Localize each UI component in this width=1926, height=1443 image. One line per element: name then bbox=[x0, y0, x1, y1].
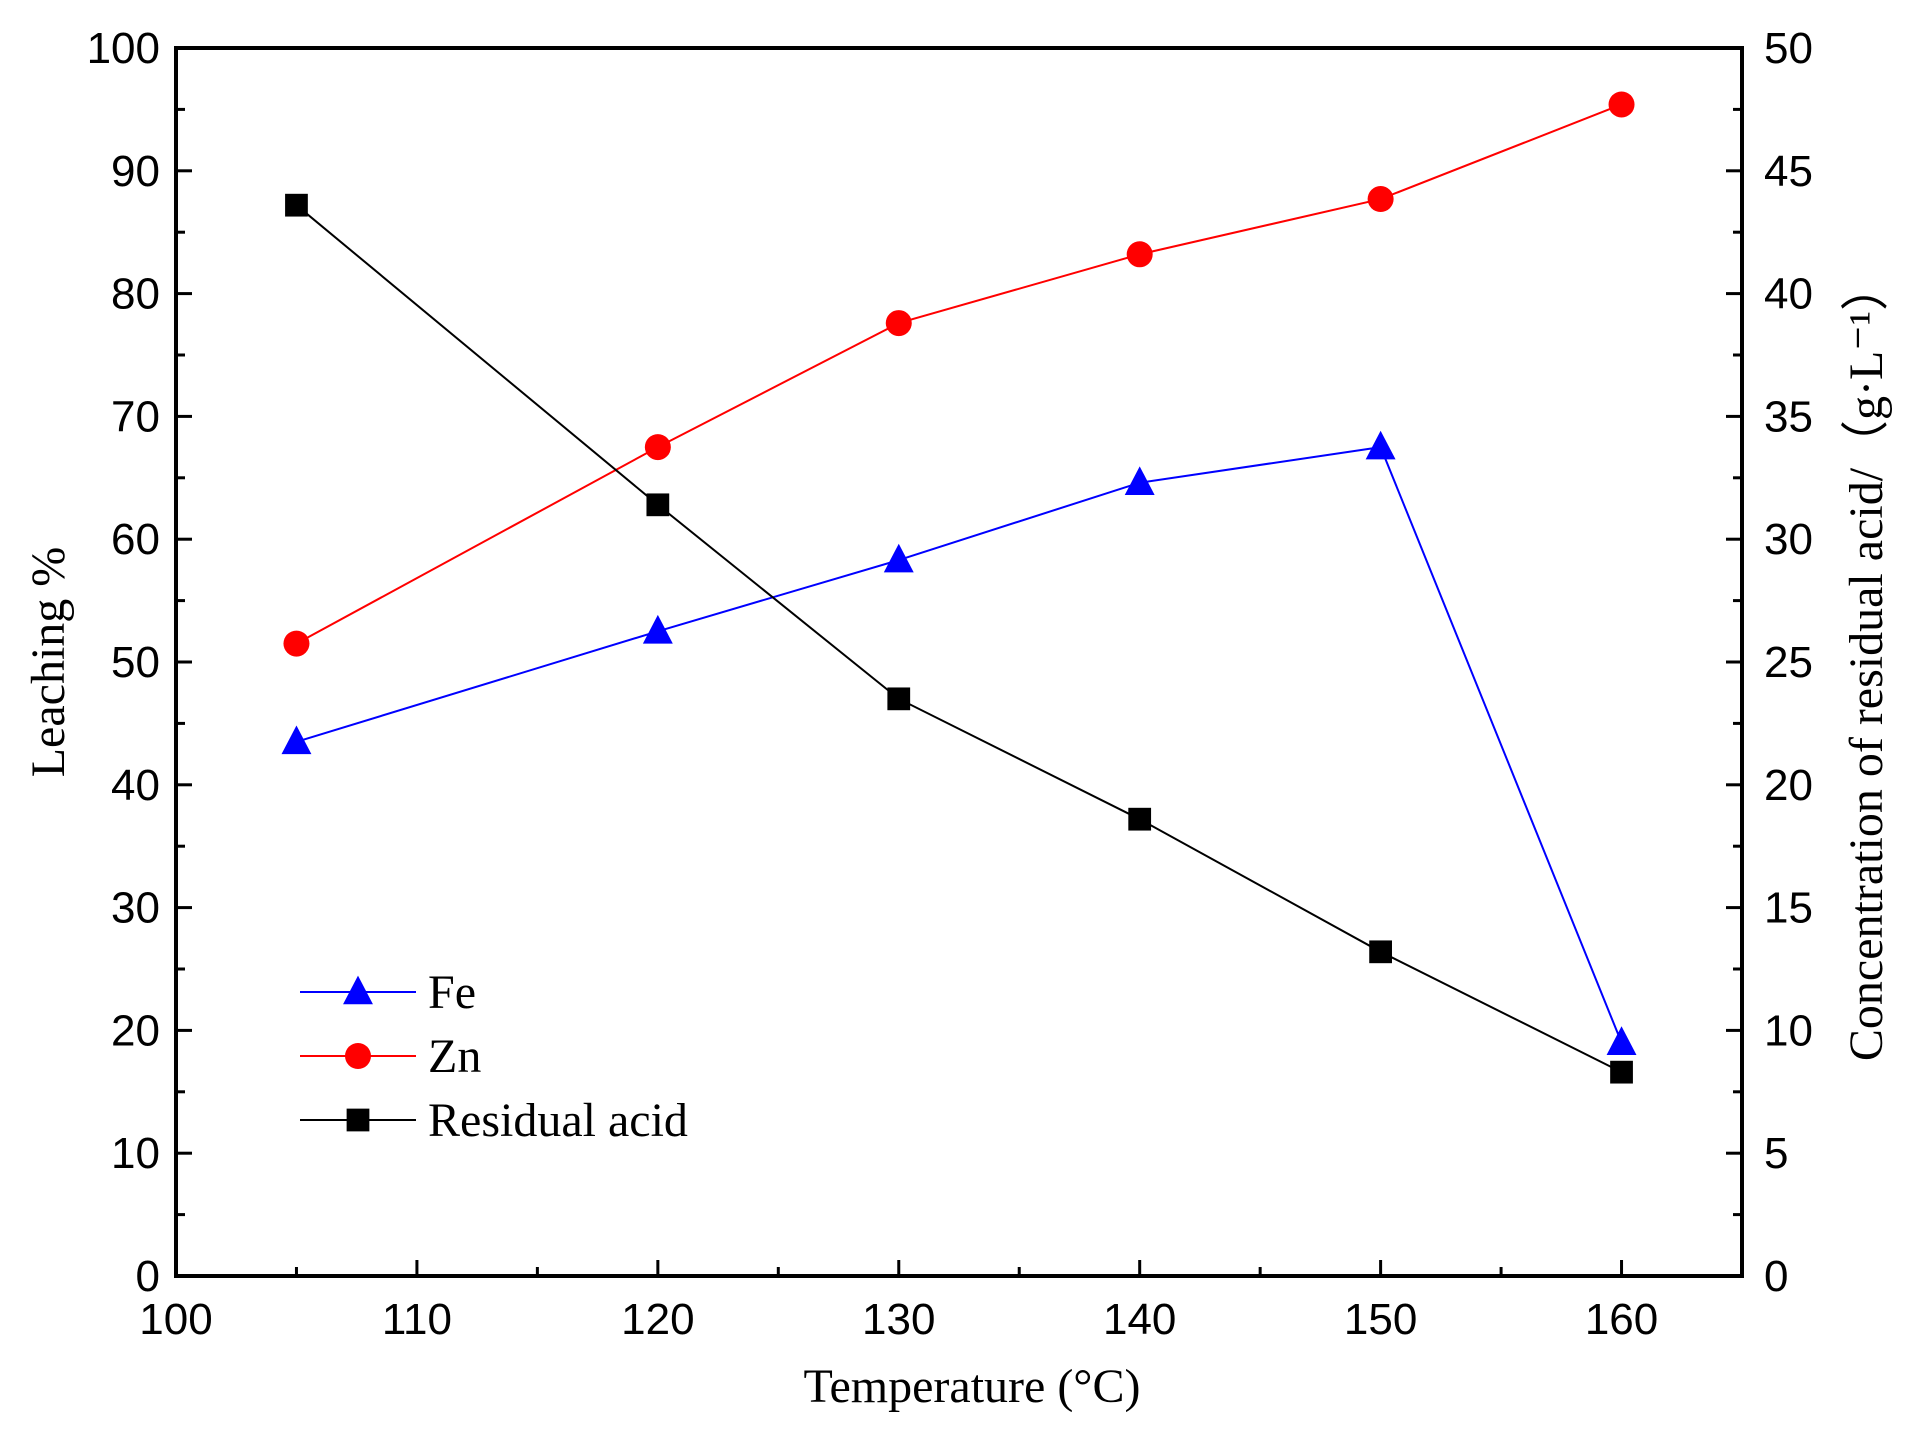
fe-data-point bbox=[281, 725, 312, 755]
zn-data-point bbox=[1126, 241, 1153, 268]
x-axis-title: Temperature (°C) bbox=[803, 1360, 1140, 1413]
y-right-tick-label: 30 bbox=[1764, 515, 1813, 564]
fe-series-line bbox=[296, 445, 1623, 1044]
residual-acid-data-point bbox=[1610, 1060, 1633, 1084]
legend-fe-marker bbox=[343, 975, 373, 1005]
legend-residual-acid-marker bbox=[346, 1108, 370, 1132]
y-right-tick-label: 15 bbox=[1764, 884, 1813, 933]
fe-data-point bbox=[642, 614, 673, 644]
y-left-tick-label: 50 bbox=[111, 638, 160, 687]
y-right-tick-label: 5 bbox=[1764, 1129, 1788, 1178]
zn-data-point bbox=[644, 434, 671, 461]
y-right-tick-label: 20 bbox=[1764, 761, 1813, 810]
residual-acid-data-point bbox=[1128, 807, 1152, 831]
y-left-tick-label: 40 bbox=[111, 761, 160, 810]
zn-data-point bbox=[885, 310, 912, 337]
y-right-axis-title: Concentration of residual acid/（g·L⁻¹） bbox=[1840, 263, 1893, 1061]
y-left-tick-label: 90 bbox=[111, 147, 160, 196]
lines-layer bbox=[295, 103, 1623, 1074]
x-tick-label: 120 bbox=[621, 1295, 694, 1344]
y-left-tick-label: 100 bbox=[87, 24, 160, 73]
fe-data-point bbox=[1606, 1026, 1637, 1055]
y-left-tick-label: 30 bbox=[111, 884, 160, 933]
y-right-tick-label: 40 bbox=[1764, 270, 1813, 319]
residual-acid-series-line bbox=[295, 204, 1622, 1074]
markers-layer bbox=[281, 91, 1637, 1084]
legend-fe-label: Fe bbox=[428, 966, 476, 1019]
residual-acid-data-point bbox=[1369, 940, 1392, 964]
y-right-tick-label: 0 bbox=[1764, 1252, 1788, 1301]
x-tick-label: 110 bbox=[382, 1295, 452, 1344]
legend: Fe Zn Residual acid bbox=[300, 966, 688, 1147]
plot-frame bbox=[174, 46, 1744, 1278]
y-right-tick-label: 25 bbox=[1764, 638, 1813, 687]
residual-acid-data-point bbox=[285, 193, 308, 217]
y-right-tick-label: 10 bbox=[1764, 1006, 1813, 1055]
fe-data-point bbox=[1365, 430, 1396, 460]
y-left-tick-label: 60 bbox=[111, 515, 160, 564]
x-tick-label: 150 bbox=[1344, 1295, 1417, 1344]
zn-data-point bbox=[283, 630, 310, 657]
y-right-tick-label: 35 bbox=[1764, 392, 1813, 441]
y-left-tick-label: 0 bbox=[136, 1252, 160, 1301]
zn-data-point bbox=[1608, 91, 1635, 118]
y-right-tick-label: 50 bbox=[1764, 24, 1813, 73]
y-left-tick-label: 80 bbox=[111, 270, 160, 319]
residual-acid-data-point bbox=[887, 687, 911, 711]
zn-data-point bbox=[1367, 186, 1394, 213]
x-tick-label: 140 bbox=[1103, 1295, 1176, 1344]
legend-zn-marker bbox=[345, 1043, 371, 1069]
x-tick-label: 130 bbox=[862, 1295, 935, 1344]
x-tick-label: 100 bbox=[139, 1295, 212, 1344]
residual-acid-data-point bbox=[646, 493, 670, 517]
zn-series-line bbox=[295, 103, 1622, 645]
y-left-tick-label: 20 bbox=[111, 1006, 160, 1055]
legend-residual-acid-label: Residual acid bbox=[428, 1094, 688, 1147]
legend-zn-label: Zn bbox=[428, 1030, 481, 1083]
fe-data-point bbox=[883, 543, 914, 573]
ticks-layer: 100 110 120 130 140 150 1600102030405060708090… bbox=[87, 24, 1813, 1344]
fe-data-point bbox=[1124, 466, 1155, 495]
y-right-tick-label: 45 bbox=[1764, 147, 1813, 196]
y-left-tick-label: 70 bbox=[111, 392, 160, 441]
x-tick-label: 160 bbox=[1585, 1295, 1658, 1344]
y-left-axis-title: Leaching % bbox=[22, 547, 75, 778]
y-left-tick-label: 10 bbox=[111, 1129, 160, 1178]
